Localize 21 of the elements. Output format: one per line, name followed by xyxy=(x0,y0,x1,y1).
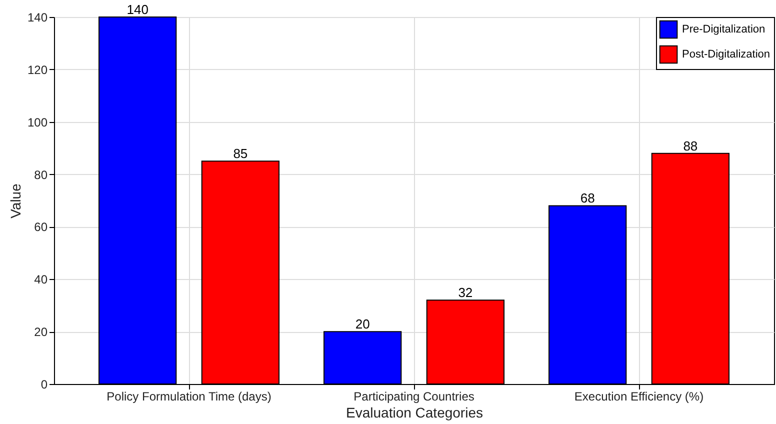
y-tick-label: 140 xyxy=(27,10,48,24)
legend-label: Post-Digitalization xyxy=(682,48,770,60)
data-label: 20 xyxy=(355,316,370,332)
data-label: 88 xyxy=(683,138,698,154)
x-tick-label: Policy Formulation Time (days) xyxy=(106,390,272,404)
data-label: 32 xyxy=(458,285,473,300)
data-label: 68 xyxy=(580,190,595,206)
y-tick-label: 40 xyxy=(34,272,48,287)
x-tick-label: Participating Countries xyxy=(354,390,474,404)
legend-label: Pre-Digitalization xyxy=(682,24,766,36)
x-tick-label: Execution Efficiency (%) xyxy=(574,390,704,404)
y-axis-title: Value xyxy=(7,183,24,218)
y-tick-label: 80 xyxy=(34,168,48,182)
y-tick-label: 20 xyxy=(34,325,48,340)
y-tick-label: 120 xyxy=(27,62,48,77)
data-label: 85 xyxy=(233,146,248,162)
y-tick-label: 100 xyxy=(27,115,48,130)
y-tick-label: 0 xyxy=(40,378,48,392)
x-axis-title: Evaluation Categories xyxy=(346,404,483,420)
data-label: 140 xyxy=(126,2,148,17)
y-tick-label: 60 xyxy=(34,220,48,234)
